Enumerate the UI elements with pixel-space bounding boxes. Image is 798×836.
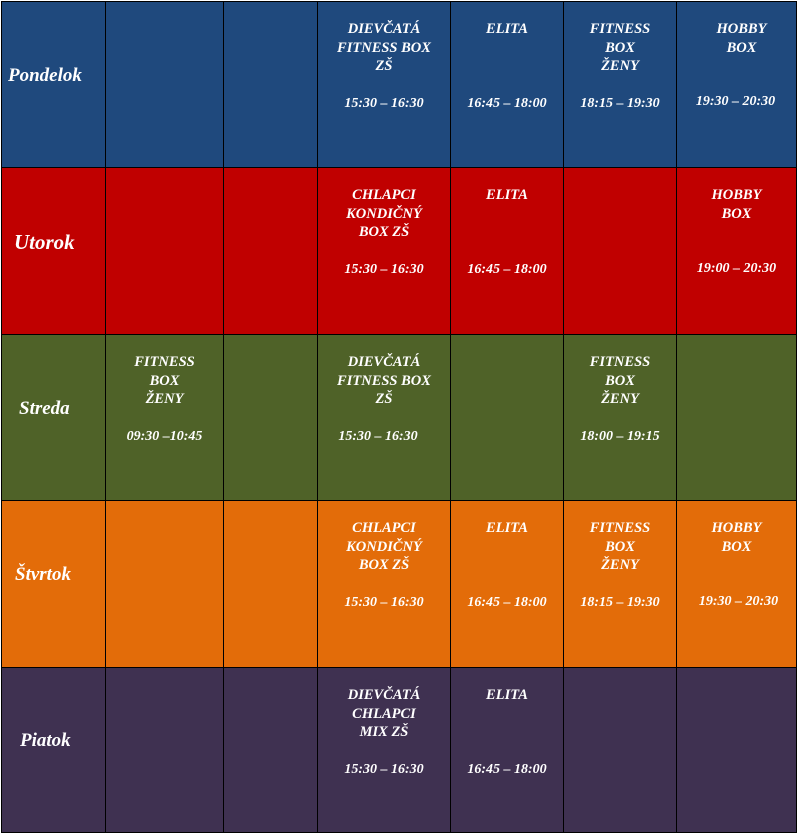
class-time: 16:45 – 18:00 — [467, 95, 547, 111]
empty-slot — [105, 167, 224, 335]
class-slot: DIEVČATÁ FITNESS BOX ZŠ 15:30 – 16:30 — [317, 1, 451, 168]
class-name: ELITA — [486, 21, 528, 37]
schedule-row-thursday: Štvrtok CHLAPCI KONDIČNÝ BOX ZŠ 15:30 – … — [1, 500, 797, 668]
class-name: FITNESS BOX ŽENY — [589, 354, 651, 407]
class-time: 15:30 – 16:30 — [344, 261, 424, 277]
empty-slot — [223, 167, 318, 335]
class-slot: HOBBY BOX 19:30 – 20:30 — [676, 1, 797, 168]
class-slot: CHLAPCI KONDIČNÝ BOX ZŠ 15:30 – 16:30 — [317, 500, 451, 668]
class-name: ELITA — [486, 187, 528, 203]
class-name: HOBBY BOX — [711, 520, 762, 555]
class-name: ELITA — [486, 520, 528, 536]
class-time: 19:00 – 20:30 — [696, 261, 777, 276]
schedule-row-wednesday: Streda FITNESS BOX ŽENY 09:30 –10:45 DIE… — [1, 334, 797, 501]
class-name: FITNESS BOX ŽENY — [589, 520, 651, 573]
class-time: 18:15 – 19:30 — [580, 594, 660, 610]
class-time: 15:30 – 16:30 — [344, 761, 424, 777]
class-time: 15:30 – 16:30 — [338, 428, 418, 444]
class-name: HOBBY BOX — [716, 21, 767, 56]
class-slot: HOBBY BOX 19:30 – 20:30 — [676, 500, 797, 668]
day-cell-wednesday: Streda — [1, 334, 106, 501]
day-label: Piatok — [20, 730, 71, 751]
class-name: FITNESS BOX ŽENY — [134, 354, 195, 407]
class-name: CHLAPCI KONDIČNÝ BOX ZŠ — [346, 187, 422, 240]
class-time: 16:45 – 18:00 — [467, 761, 547, 777]
day-cell-friday: Piatok — [1, 667, 106, 833]
class-slot: FITNESS BOX ŽENY 18:15 – 19:30 — [563, 500, 677, 668]
class-time: 16:45 – 18:00 — [467, 261, 547, 277]
day-label: Utorok — [14, 229, 75, 254]
class-time: 15:30 – 16:30 — [344, 95, 424, 111]
class-slot: DIEVČATÁ FITNESS BOX ZŠ 15:30 – 16:30 — [317, 334, 451, 501]
empty-slot — [563, 667, 677, 833]
empty-slot — [223, 500, 318, 668]
empty-slot — [676, 667, 797, 833]
class-name: DIEVČATÁ FITNESS BOX ZŠ — [337, 354, 431, 407]
empty-slot — [105, 500, 224, 668]
empty-slot — [223, 667, 318, 833]
day-label: Štvrtok — [15, 564, 71, 585]
empty-slot — [105, 1, 224, 168]
class-name: DIEVČATÁ FITNESS BOX ZŠ — [337, 21, 431, 74]
empty-slot — [223, 1, 318, 168]
empty-slot — [563, 167, 677, 335]
class-slot: DIEVČATÁ CHLAPCI MIX ZŠ 15:30 – 16:30 — [317, 667, 451, 833]
class-time: 16:45 – 18:00 — [467, 594, 547, 610]
day-cell-thursday: Štvrtok — [1, 500, 106, 668]
class-time: 09:30 –10:45 — [126, 428, 203, 444]
class-slot: HOBBY BOX 19:00 – 20:30 — [676, 167, 797, 335]
schedule-row-monday: Pondelok DIEVČATÁ FITNESS BOX ZŠ 15:30 –… — [1, 1, 797, 168]
class-name: CHLAPCI KONDIČNÝ BOX ZŠ — [346, 520, 422, 573]
schedule-row-tuesday: Utorok CHLAPCI KONDIČNÝ BOX ZŠ 15:30 – 1… — [1, 167, 797, 335]
class-time: 15:30 – 16:30 — [344, 594, 424, 610]
empty-slot — [223, 334, 318, 501]
empty-slot — [450, 334, 564, 501]
class-slot: ELITA 16:45 – 18:00 — [450, 500, 564, 668]
class-time: 18:00 – 19:15 — [580, 428, 660, 444]
class-time: 19:30 – 20:30 — [698, 594, 779, 609]
class-name: FITNESS BOX ŽENY — [589, 21, 651, 74]
class-time: 18:15 – 19:30 — [580, 95, 660, 111]
class-slot: ELITA 16:45 – 18:00 — [450, 167, 564, 335]
class-time: 19:30 – 20:30 — [695, 94, 776, 109]
schedule-row-friday: Piatok DIEVČATÁ CHLAPCI MIX ZŠ 15:30 – 1… — [1, 667, 797, 833]
class-name: ELITA — [486, 687, 528, 703]
class-slot: ELITA 16:45 – 18:00 — [450, 667, 564, 833]
day-cell-monday: Pondelok — [1, 1, 106, 168]
class-slot: FITNESS BOX ŽENY 09:30 –10:45 — [105, 334, 224, 501]
empty-slot — [676, 334, 797, 501]
class-name: DIEVČATÁ CHLAPCI MIX ZŠ — [347, 687, 421, 740]
empty-slot — [105, 667, 224, 833]
class-slot: CHLAPCI KONDIČNÝ BOX ZŠ 15:30 – 16:30 — [317, 167, 451, 335]
class-name: HOBBY BOX — [711, 187, 762, 222]
day-label: Streda — [19, 397, 70, 419]
day-cell-tuesday: Utorok — [1, 167, 106, 335]
class-slot: FITNESS BOX ŽENY 18:15 – 19:30 — [563, 1, 677, 168]
day-label: Pondelok — [8, 64, 82, 86]
class-slot: FITNESS BOX ŽENY 18:00 – 19:15 — [563, 334, 677, 501]
class-slot: ELITA 16:45 – 18:00 — [450, 1, 564, 168]
